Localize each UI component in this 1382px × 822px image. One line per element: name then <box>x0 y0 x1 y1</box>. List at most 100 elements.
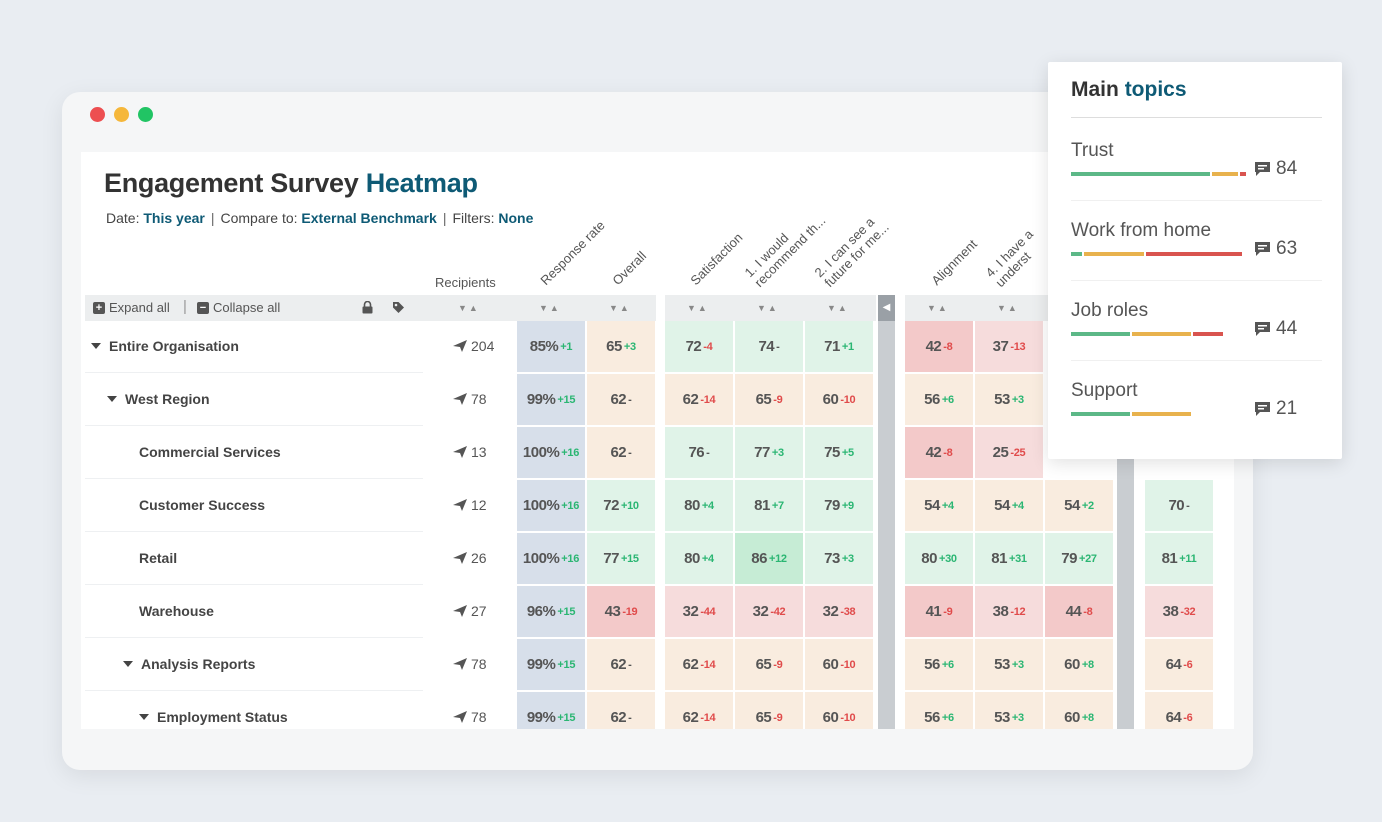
sort-arrows-icon[interactable]: ▼▲ <box>539 303 561 313</box>
heatmap-cell[interactable]: 62- <box>587 692 655 729</box>
date-value[interactable]: This year <box>143 210 205 226</box>
heatmap-cell[interactable]: 38 -32 <box>1145 586 1213 637</box>
heatmap-cell[interactable]: 60 -10 <box>805 692 873 729</box>
heatmap-cell[interactable]: 32 -42 <box>735 586 803 637</box>
heatmap-cell[interactable]: 100% +16 <box>517 427 585 478</box>
heatmap-cell[interactable]: 56 +6 <box>905 692 973 729</box>
heatmap-cell[interactable]: 60 -10 <box>805 374 873 425</box>
maximize-window-button[interactable] <box>138 107 153 122</box>
heatmap-cell[interactable]: 81 +31 <box>975 533 1043 584</box>
close-window-button[interactable] <box>90 107 105 122</box>
response-rate-header[interactable]: Response rate <box>537 217 608 288</box>
heatmap-cell[interactable]: 54 +4 <box>975 480 1043 531</box>
heatmap-cell[interactable]: 62 -14 <box>665 374 733 425</box>
row-label[interactable]: Warehouse <box>139 603 214 619</box>
heatmap-cell[interactable]: 62- <box>587 427 655 478</box>
expand-caret-icon[interactable] <box>91 343 101 349</box>
heatmap-cell[interactable]: 56 +6 <box>905 374 973 425</box>
heatmap-cell[interactable]: 86 +12 <box>735 533 803 584</box>
heatmap-cell[interactable]: 37 -13 <box>975 321 1043 372</box>
heatmap-cell[interactable]: 80 +4 <box>665 533 733 584</box>
heatmap-cell[interactable]: 25 -25 <box>975 427 1043 478</box>
heatmap-cell[interactable]: 80 +30 <box>905 533 973 584</box>
heatmap-cell[interactable]: 85% +1 <box>517 321 585 372</box>
heatmap-cell[interactable]: 44 -8 <box>1045 586 1113 637</box>
row-label[interactable]: Employment Status <box>139 709 288 725</box>
heatmap-cell[interactable]: 65 -9 <box>735 692 803 729</box>
heatmap-cell[interactable]: 100% +16 <box>517 533 585 584</box>
heatmap-cell[interactable]: 32 -44 <box>665 586 733 637</box>
heatmap-cell[interactable]: 64 -6 <box>1145 692 1213 729</box>
filters-value[interactable]: None <box>498 210 534 226</box>
heatmap-cell[interactable]: 65 +3 <box>587 321 655 372</box>
collapse-group-button[interactable]: ◀ <box>878 295 895 321</box>
heatmap-cell[interactable]: 53 +3 <box>975 639 1043 690</box>
heatmap-cell[interactable]: 79 +27 <box>1045 533 1113 584</box>
sort-arrows-icon[interactable]: ▼▲ <box>458 303 480 313</box>
heatmap-cell[interactable]: 64 -6 <box>1145 639 1213 690</box>
sort-arrows-icon[interactable]: ▼▲ <box>997 303 1019 313</box>
heatmap-cell[interactable]: 71 +1 <box>805 321 873 372</box>
recipients-header[interactable]: Recipients <box>435 275 496 290</box>
row-label[interactable]: Commercial Services <box>139 444 281 460</box>
heatmap-cell[interactable]: 96% +15 <box>517 586 585 637</box>
heatmap-cell[interactable]: 76- <box>665 427 733 478</box>
question-1-header[interactable]: 1. I would recommend th... <box>741 212 829 290</box>
heatmap-cell[interactable]: 72 +10 <box>587 480 655 531</box>
heatmap-cell[interactable]: 62- <box>587 374 655 425</box>
sort-arrows-icon[interactable]: ▼▲ <box>757 303 779 313</box>
heatmap-cell[interactable]: 77 +3 <box>735 427 803 478</box>
heatmap-cell[interactable]: 43 -19 <box>587 586 655 637</box>
alignment-header[interactable]: Alignment <box>928 236 980 288</box>
heatmap-cell[interactable]: 72 -4 <box>665 321 733 372</box>
expand-caret-icon[interactable] <box>107 396 117 402</box>
heatmap-cell[interactable]: 56 +6 <box>905 639 973 690</box>
heatmap-cell[interactable]: 42 -8 <box>905 321 973 372</box>
heatmap-cell[interactable]: 54 +2 <box>1045 480 1113 531</box>
sort-arrows-icon[interactable]: ▼▲ <box>609 303 631 313</box>
expand-all-button[interactable]: + Expand all <box>93 300 170 315</box>
topic-trust[interactable]: Trust 84 <box>1071 140 1322 179</box>
heatmap-cell[interactable]: 41 -9 <box>905 586 973 637</box>
heatmap-cell[interactable]: 99% +15 <box>517 692 585 729</box>
minimize-window-button[interactable] <box>114 107 129 122</box>
heatmap-cell[interactable]: 79 +9 <box>805 480 873 531</box>
expand-caret-icon[interactable] <box>123 661 133 667</box>
question-4-header[interactable]: 4. I have a underst <box>982 226 1037 290</box>
lock-icon[interactable] <box>361 301 374 314</box>
heatmap-cell[interactable]: 60 +8 <box>1045 692 1113 729</box>
heatmap-cell[interactable]: 42 -8 <box>905 427 973 478</box>
row-label[interactable]: Customer Success <box>139 497 265 513</box>
row-label[interactable]: Entire Organisation <box>91 338 239 354</box>
sort-arrows-icon[interactable]: ▼▲ <box>927 303 949 313</box>
collapse-all-button[interactable]: − Collapse all <box>197 300 280 315</box>
tag-icon[interactable] <box>392 301 405 314</box>
heatmap-cell[interactable]: 70- <box>1145 480 1213 531</box>
heatmap-cell[interactable]: 77 +15 <box>587 533 655 584</box>
heatmap-cell[interactable]: 62 -14 <box>665 692 733 729</box>
heatmap-cell[interactable]: 73 +3 <box>805 533 873 584</box>
heatmap-cell[interactable]: 65 -9 <box>735 374 803 425</box>
heatmap-cell[interactable]: 60 -10 <box>805 639 873 690</box>
heatmap-cell[interactable]: 65 -9 <box>735 639 803 690</box>
heatmap-cell[interactable]: 53 +3 <box>975 692 1043 729</box>
heatmap-cell[interactable]: 100% +16 <box>517 480 585 531</box>
heatmap-cell[interactable]: 38 -12 <box>975 586 1043 637</box>
heatmap-cell[interactable]: 54 +4 <box>905 480 973 531</box>
heatmap-cell[interactable]: 32 -38 <box>805 586 873 637</box>
heatmap-cell[interactable]: 62 -14 <box>665 639 733 690</box>
topic-work-from-home[interactable]: Work from home 63 <box>1071 220 1322 259</box>
heatmap-cell[interactable]: 53 +3 <box>975 374 1043 425</box>
heatmap-cell[interactable]: 81 +11 <box>1145 533 1213 584</box>
heatmap-cell[interactable]: 80 +4 <box>665 480 733 531</box>
compare-value[interactable]: External Benchmark <box>301 210 437 226</box>
row-label[interactable]: Retail <box>139 550 177 566</box>
expand-caret-icon[interactable] <box>139 714 149 720</box>
heatmap-cell[interactable]: 99% +15 <box>517 374 585 425</box>
sort-arrows-icon[interactable]: ▼▲ <box>687 303 709 313</box>
heatmap-cell[interactable]: 74- <box>735 321 803 372</box>
row-label[interactable]: West Region <box>107 391 210 407</box>
sort-arrows-icon[interactable]: ▼▲ <box>827 303 849 313</box>
overall-header[interactable]: Overall <box>609 248 650 288</box>
heatmap-cell[interactable]: 62- <box>587 639 655 690</box>
